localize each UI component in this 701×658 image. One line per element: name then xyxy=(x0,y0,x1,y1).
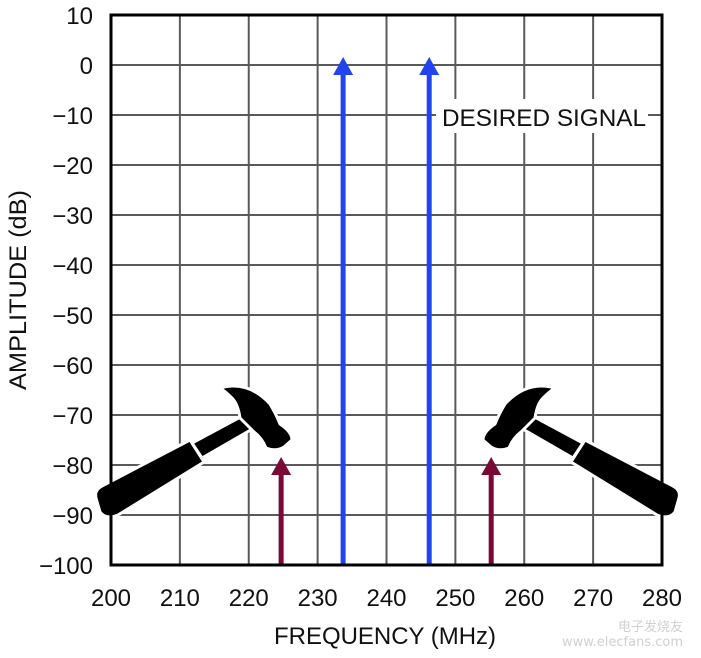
x-tick-label: 200 xyxy=(91,585,131,612)
y-tick-label: −10 xyxy=(52,103,93,130)
y-tick-label: −40 xyxy=(52,253,93,280)
y-tick-label: −20 xyxy=(52,153,93,180)
y-tick-label: −60 xyxy=(52,353,93,380)
y-axis-ticks: 10 0 −10 −20 −30 −40 −50 −60 −70 −80 −90 −100 xyxy=(39,3,93,580)
watermark-title: 电子发烧友 xyxy=(617,620,683,635)
y-tick-label: 10 xyxy=(66,3,93,30)
x-axis-title: FREQUENCY (MHz) xyxy=(274,623,496,650)
x-tick-label: 260 xyxy=(504,585,544,612)
grid-lines xyxy=(110,14,663,566)
desired-signal-arrow xyxy=(333,57,354,565)
signal-arrows xyxy=(271,57,502,565)
annotation-desired-signal: DESIRED SIGNAL xyxy=(442,105,646,132)
y-axis-title: AMPLITUDE (dB) xyxy=(5,190,32,390)
x-tick-label: 280 xyxy=(642,585,682,612)
desired-signal-arrow xyxy=(419,57,440,565)
annotation-bg xyxy=(436,99,648,133)
y-tick-label: −80 xyxy=(52,453,93,480)
watermark: 电子发烧友 www.elecfans.com xyxy=(562,620,683,650)
watermark-url: www.elecfans.com xyxy=(561,635,683,650)
interferer-arrow xyxy=(271,457,292,565)
x-tick-label: 250 xyxy=(435,585,475,612)
hammer-icon-right xyxy=(481,384,681,519)
y-tick-label: −70 xyxy=(52,403,93,430)
x-tick-label: 240 xyxy=(366,585,406,612)
y-tick-label: −90 xyxy=(52,503,93,530)
x-tick-label: 210 xyxy=(160,585,200,612)
x-tick-label: 230 xyxy=(298,585,338,612)
interferer-arrow xyxy=(481,457,502,565)
y-tick-label: −50 xyxy=(52,303,93,330)
y-tick-label: 0 xyxy=(80,53,93,80)
x-tick-label: 270 xyxy=(573,585,613,612)
hammer-icon-left xyxy=(94,384,294,519)
y-tick-label: −100 xyxy=(39,553,93,580)
y-tick-label: −30 xyxy=(52,203,93,230)
x-axis-ticks: 200 210 220 230 240 250 260 270 280 xyxy=(91,585,682,612)
plot-frame xyxy=(109,13,664,567)
x-tick-label: 220 xyxy=(229,585,269,612)
